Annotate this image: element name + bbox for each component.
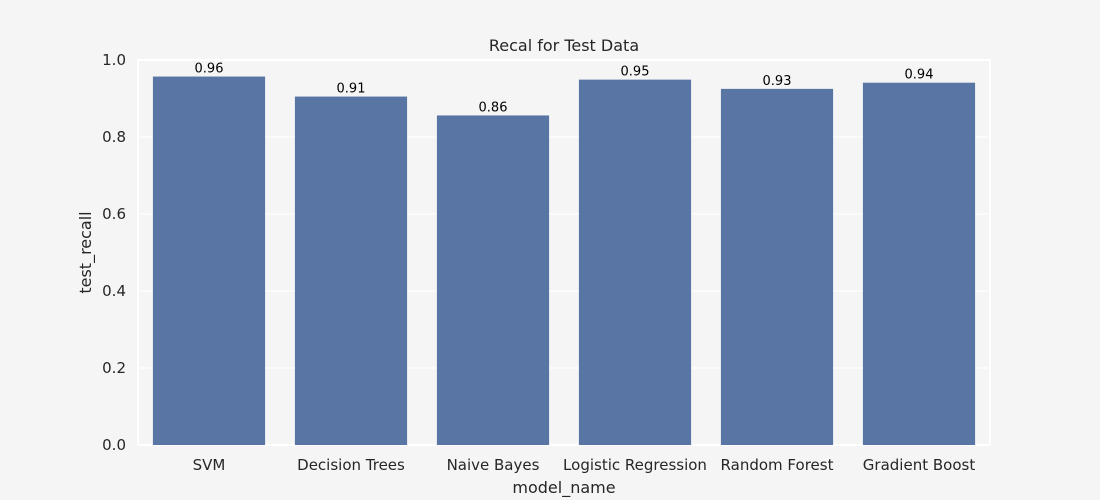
y-tick-label: 1.0 bbox=[102, 51, 126, 69]
bar-value-label: 0.95 bbox=[621, 65, 650, 80]
x-tick-label: Naive Bayes bbox=[447, 456, 540, 474]
bar-value-label: 0.91 bbox=[337, 82, 366, 97]
x-tick-label: Logistic Regression bbox=[563, 456, 707, 474]
bar bbox=[578, 79, 692, 445]
bar-value-label: 0.96 bbox=[195, 62, 224, 77]
bar-value-label: 0.86 bbox=[479, 100, 508, 115]
y-tick-labels: 0.0 0.2 0.4 0.6 0.8 1.0 bbox=[102, 51, 126, 454]
data-labels: 0.96 0.91 0.86 0.95 0.93 0.94 bbox=[195, 62, 934, 116]
chart-title: Recal for Test Data bbox=[489, 36, 639, 55]
plot-area bbox=[137, 59, 991, 446]
x-tick-label: Decision Trees bbox=[297, 456, 405, 474]
bar bbox=[862, 82, 976, 445]
x-tick-label: Gradient Boost bbox=[863, 456, 976, 474]
y-tick-label: 0.2 bbox=[102, 359, 126, 377]
y-tick-label: 0.4 bbox=[102, 282, 126, 300]
x-tick-label: Random Forest bbox=[721, 456, 834, 474]
bar-value-label: 0.94 bbox=[905, 68, 934, 83]
x-tick-labels: SVM Decision Trees Naive Bayes Logistic Reg… bbox=[193, 456, 976, 474]
y-tick-label: 0.0 bbox=[102, 436, 126, 454]
bars bbox=[152, 76, 976, 446]
x-axis-title: model_name bbox=[512, 478, 615, 498]
y-tick-label: 0.6 bbox=[102, 205, 126, 223]
y-tick-label: 0.8 bbox=[102, 128, 126, 146]
bar bbox=[152, 76, 266, 446]
bar bbox=[294, 96, 408, 445]
bar-value-label: 0.93 bbox=[763, 74, 792, 89]
bar bbox=[436, 115, 550, 445]
x-tick-label: SVM bbox=[193, 456, 226, 474]
y-axis-title: test_recall bbox=[76, 211, 96, 293]
gridlines bbox=[138, 59, 990, 446]
bar bbox=[720, 88, 834, 445]
